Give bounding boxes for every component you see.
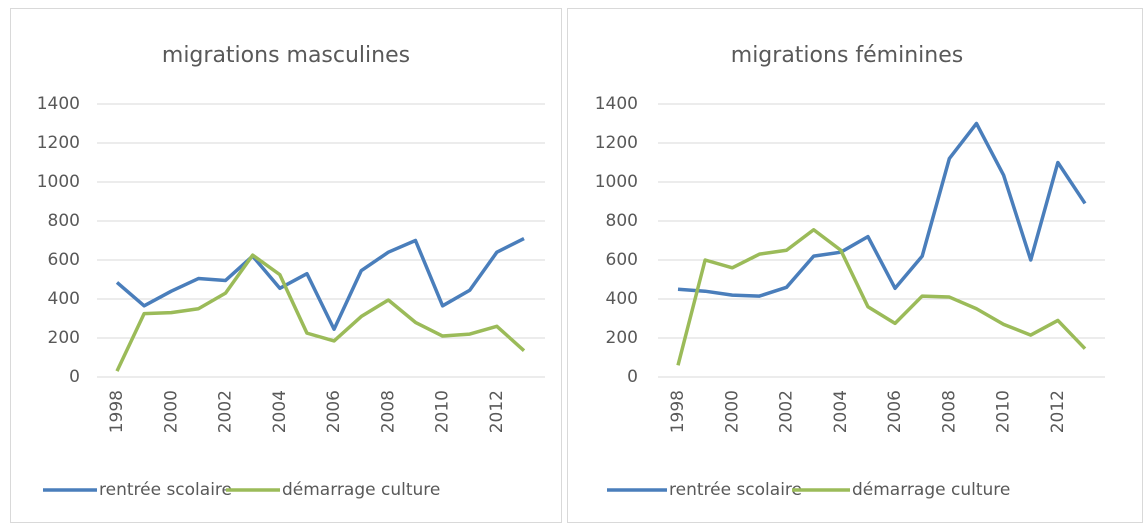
y-tick-label: 800 xyxy=(48,211,80,231)
panel-frame xyxy=(10,8,562,523)
y-tick-label: 1200 xyxy=(595,133,638,153)
x-tick-label: 2010 xyxy=(433,390,453,433)
y-tick-label: 1200 xyxy=(37,133,80,153)
x-tick-label: 2000 xyxy=(722,390,742,433)
x-tick-label: 2012 xyxy=(487,390,507,433)
panel-frame xyxy=(567,8,1143,523)
x-tick-label: 2002 xyxy=(777,390,797,433)
legend-label: démarrage culture xyxy=(852,480,1010,500)
series-line xyxy=(115,253,526,372)
y-tick-label: 0 xyxy=(627,367,638,387)
y-tick-label: 0 xyxy=(69,367,80,387)
legend-label: rentrée scolaire xyxy=(99,480,232,500)
x-tick-label: 2000 xyxy=(161,390,181,433)
x-tick-label: 2006 xyxy=(885,390,905,433)
y-tick-label: 600 xyxy=(48,250,80,270)
y-tick-label: 200 xyxy=(48,328,80,348)
legend-label: rentrée scolaire xyxy=(669,480,802,500)
chart-title: migrations masculines xyxy=(162,43,410,68)
y-tick-label: 600 xyxy=(606,250,638,270)
y-tick-label: 1000 xyxy=(37,172,80,192)
x-tick-label: 2004 xyxy=(270,390,290,433)
x-tick-label: 2008 xyxy=(939,390,959,433)
series-line xyxy=(676,228,1087,366)
x-tick-label: 2012 xyxy=(1048,390,1068,433)
series-line xyxy=(115,236,525,331)
series-line xyxy=(677,121,1087,298)
legend-label: démarrage culture xyxy=(282,480,440,500)
x-tick-label: 2006 xyxy=(324,390,344,433)
x-tick-label: 1998 xyxy=(107,390,127,433)
y-tick-label: 200 xyxy=(606,328,638,348)
x-tick-label: 2010 xyxy=(994,390,1014,433)
y-tick-label: 800 xyxy=(606,211,638,231)
y-tick-label: 400 xyxy=(606,289,638,309)
chart-title: migrations féminines xyxy=(731,43,963,68)
x-tick-label: 2008 xyxy=(378,390,398,433)
y-tick-label: 1400 xyxy=(37,94,80,114)
y-tick-label: 1000 xyxy=(595,172,638,192)
x-tick-label: 1998 xyxy=(668,390,688,433)
y-tick-label: 400 xyxy=(48,289,80,309)
x-tick-label: 2004 xyxy=(831,390,851,433)
y-tick-label: 1400 xyxy=(595,94,638,114)
x-tick-label: 2002 xyxy=(216,390,236,433)
